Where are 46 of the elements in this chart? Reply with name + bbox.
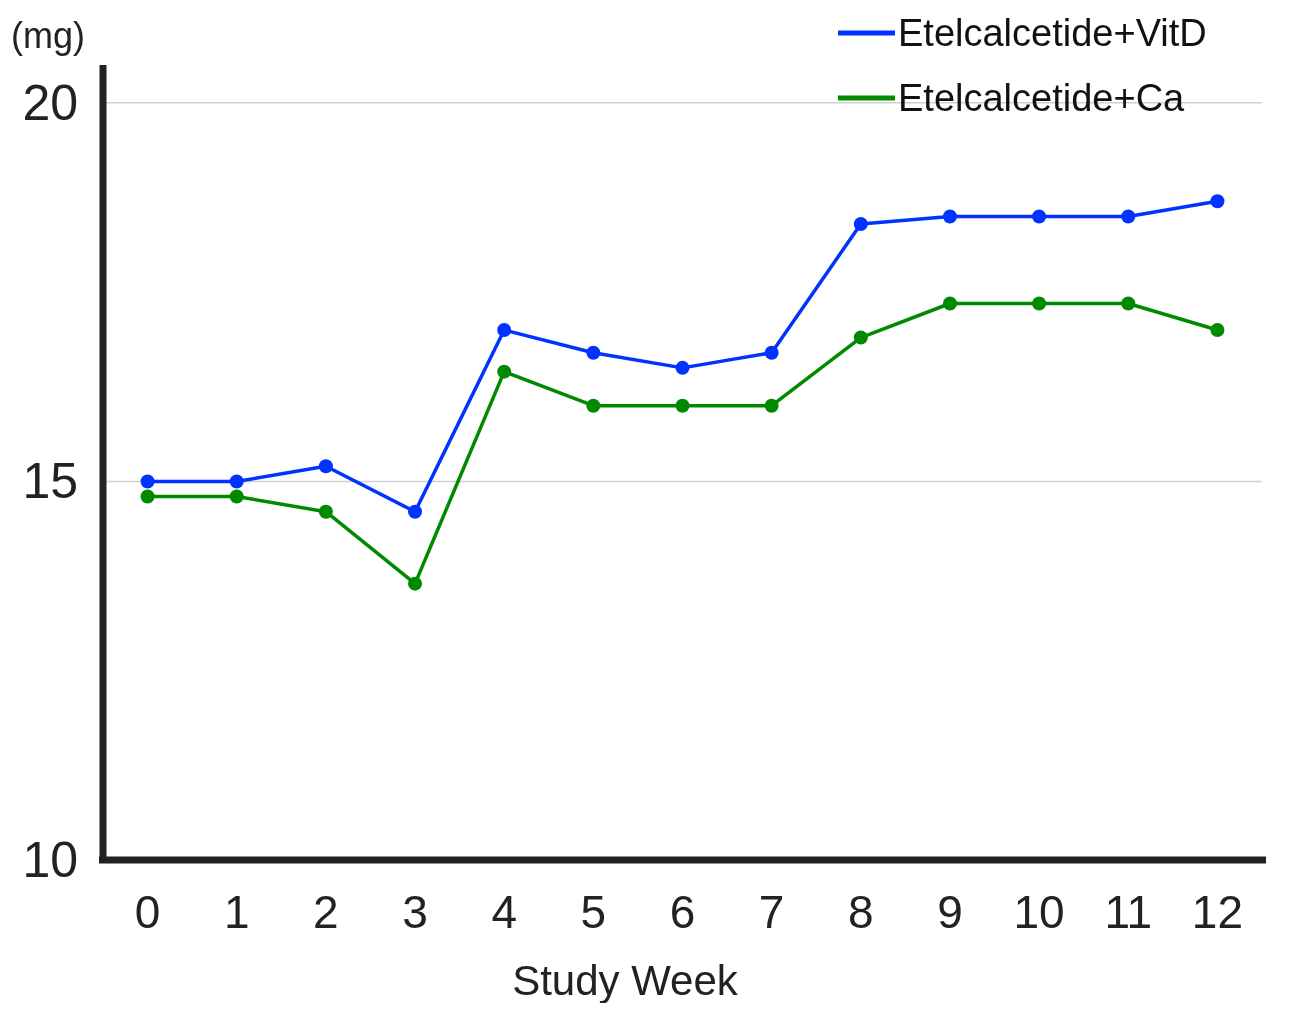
x-tick-label: 7: [758, 886, 785, 938]
point: [1210, 323, 1225, 337]
point: [675, 398, 690, 413]
x-tick-label: 6: [669, 886, 696, 938]
x-tick-label: 10: [1013, 886, 1065, 938]
legend-label: Etelcalcetide+Ca: [898, 77, 1186, 119]
point: [229, 489, 244, 504]
x-tick-label: 3: [402, 886, 428, 938]
point: [318, 504, 333, 519]
x-tick-label: 9: [937, 886, 963, 938]
x-tick-label: 0: [134, 886, 161, 938]
point: [1121, 209, 1136, 224]
point: [1121, 296, 1136, 311]
x-tick-label: 4: [491, 886, 517, 938]
point: [853, 330, 868, 345]
point: [853, 217, 868, 231]
point: [408, 576, 423, 591]
y-tick-label: 20: [22, 74, 78, 131]
x-tick-label: 8: [848, 886, 874, 938]
x-tick-label: 11: [1104, 886, 1153, 938]
point: [1210, 194, 1225, 209]
point: [229, 474, 244, 489]
point: [764, 398, 779, 413]
point: [942, 296, 957, 311]
y-tick-label: 15: [22, 453, 78, 510]
point: [140, 489, 155, 504]
point: [1032, 296, 1047, 311]
legend-label: Etelcalcetide+VitD: [898, 12, 1207, 54]
x-axis-title: Study Week: [512, 956, 739, 1004]
x-tick-label: 2: [313, 886, 339, 938]
point: [318, 459, 333, 474]
point: [497, 364, 512, 379]
point: [586, 398, 601, 413]
point: [497, 323, 512, 337]
x-tick-label: 1: [223, 886, 250, 938]
point: [675, 360, 690, 375]
y-axis-title: (mg): [11, 14, 85, 56]
point: [408, 504, 423, 519]
point: [764, 345, 779, 360]
point: [1032, 209, 1047, 224]
x-tick-label: 5: [580, 886, 607, 938]
point: [586, 345, 601, 360]
x-tick-label: 12: [1191, 886, 1244, 938]
y-tick-label: 10: [22, 832, 78, 888]
point: [942, 209, 957, 224]
point: [140, 474, 155, 489]
